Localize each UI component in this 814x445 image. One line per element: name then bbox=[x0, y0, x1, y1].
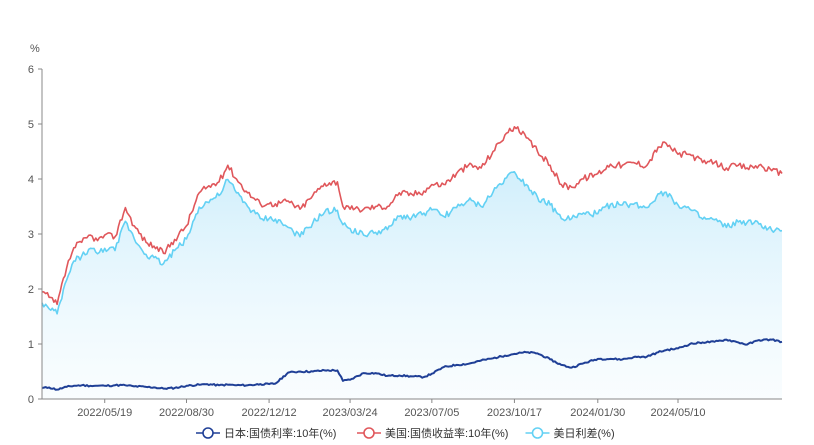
y-tick-label: 2 bbox=[28, 284, 34, 296]
spread-line bbox=[41, 171, 783, 315]
legend-label: 美国:国债收益率:10年(%) bbox=[385, 426, 508, 440]
x-tick-label: 2023/07/05 bbox=[404, 407, 459, 419]
y-tick-label: 6 bbox=[28, 64, 34, 76]
y-tick-label: 1 bbox=[28, 339, 34, 351]
x-tick-label: 2022/05/19 bbox=[77, 407, 132, 419]
legend-label: 日本:国债利率:10年(%) bbox=[224, 426, 336, 440]
legend-label: 美日利差(%) bbox=[554, 426, 615, 440]
spread-area-fill bbox=[42, 171, 782, 399]
legend-marker-icon bbox=[202, 427, 214, 439]
legend-item[interactable]: 日本:国债利率:10年(%) bbox=[196, 426, 336, 440]
x-tick-label: 2022/08/30 bbox=[159, 407, 214, 419]
axes: 0 1 2 3 4 5 6 2022/05/19 2022/08/30 2022/12/12 202… bbox=[28, 64, 782, 419]
legend-item[interactable]: 美日利差(%) bbox=[525, 426, 615, 440]
y-tick-label: 4 bbox=[28, 174, 34, 186]
japan-10y-line bbox=[41, 338, 783, 391]
x-tick-label: 2024/05/10 bbox=[650, 407, 705, 419]
x-tick-label: 2022/12/12 bbox=[242, 407, 297, 419]
legend-marker-icon bbox=[363, 427, 375, 439]
y-axis-unit-label: % bbox=[30, 43, 40, 55]
y-tick-label: 3 bbox=[28, 229, 34, 241]
legend-item[interactable]: 美国:国债收益率:10年(%) bbox=[357, 426, 508, 440]
legend: 日本:国债利率:10年(%) 美国:国债收益率:10年(%) 美日利差(%) bbox=[196, 426, 615, 440]
y-tick-label: 0 bbox=[28, 394, 34, 406]
x-tick-label: 2023/10/17 bbox=[487, 407, 542, 419]
x-tick-label: 2023/03/24 bbox=[323, 407, 378, 419]
x-tick-label: 2024/01/30 bbox=[570, 407, 625, 419]
legend-marker-icon bbox=[531, 427, 544, 439]
y-tick-label: 5 bbox=[28, 119, 34, 131]
us-10y-line bbox=[41, 126, 783, 306]
plot-area bbox=[41, 126, 783, 399]
